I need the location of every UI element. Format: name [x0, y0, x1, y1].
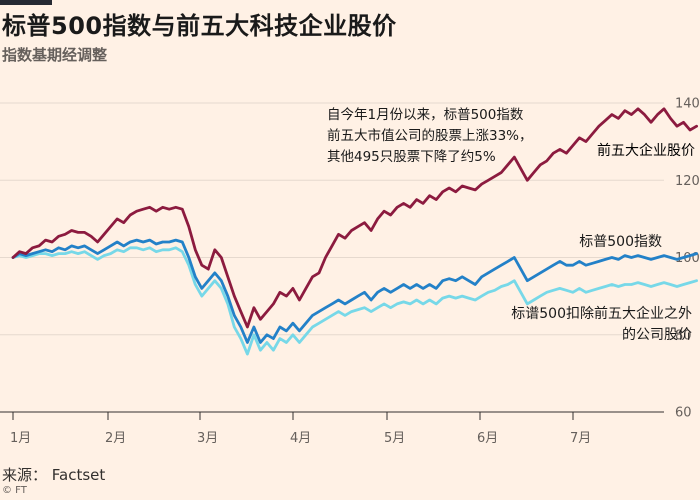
x-tick-label: 5月	[384, 431, 405, 446]
x-tick-label: 6月	[477, 431, 498, 446]
annotation-line: 其他495只股票下降了约5%	[327, 149, 496, 165]
top-accent-bar	[0, 0, 52, 5]
y-tick-label: 60	[675, 406, 692, 421]
series-label-0: 前五大企业股价	[597, 142, 695, 159]
x-tick-label: 7月	[570, 431, 591, 446]
x-tick-label: 3月	[197, 431, 218, 446]
series-line-0	[11, 107, 698, 329]
ft-credit: © FT	[2, 485, 27, 496]
annotation-line: 自今年1月份以来，标普500指数	[327, 107, 524, 123]
series-line-2	[11, 246, 698, 356]
y-tick-label: 120	[675, 174, 700, 189]
source-note: 来源： Factset	[2, 466, 106, 484]
x-tick-label: 2月	[105, 431, 126, 446]
series-line-1	[11, 238, 698, 344]
chart-subtitle: 指数基期经调整	[2, 46, 108, 64]
series-label-2: 的公司股价	[622, 327, 692, 343]
series-label-2: 标谱500扣除前五大企业之外	[511, 305, 692, 322]
chart-title: 标普500指数与前五大科技企业股价	[2, 12, 397, 40]
x-tick-label: 1月	[10, 431, 31, 446]
series-label-1: 标普500指数	[579, 234, 662, 250]
y-tick-label: 140	[675, 97, 700, 112]
x-tick-label: 4月	[290, 431, 311, 446]
annotation-line: 前五大市值公司的股票上涨33%，	[327, 127, 533, 144]
y-tick-label: 80	[675, 328, 692, 343]
